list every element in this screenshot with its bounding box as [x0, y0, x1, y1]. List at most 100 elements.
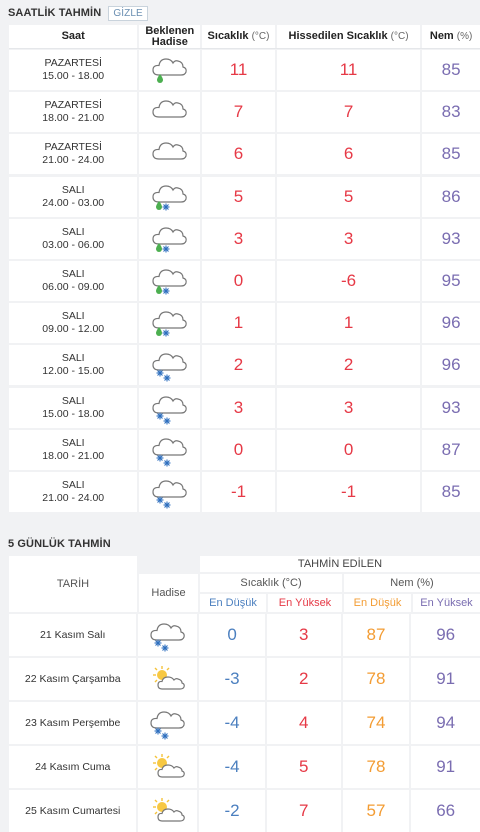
- hourly-title-text: SAATLİK TAHMİN: [8, 7, 102, 19]
- hourly-row: SALI 06.00 - 09.00 0 -6 95: [9, 259, 480, 302]
- header-nem-unit: (%): [456, 31, 473, 42]
- header-sicaklik: Sıcaklık (°C): [200, 574, 342, 592]
- daily-temp-min: 0: [199, 614, 265, 656]
- daily-table: TARİH Hadise TAHMİN EDİLEN Sıcaklık (°C)…: [9, 556, 480, 832]
- daily-date: 22 Kasım Çarşamba: [9, 658, 137, 700]
- partly-sunny-icon: [138, 658, 198, 700]
- cloud-icon: [139, 92, 201, 133]
- daily-date: 23 Kasım Perşembe: [9, 702, 137, 744]
- header-nem: Nem (%): [422, 25, 480, 48]
- header-hadise: Beklenen Hadise: [139, 24, 201, 48]
- daily-temp-max: 2: [266, 658, 341, 700]
- hourly-humidity: 93: [422, 218, 480, 259]
- hourly-feels-like: 0: [276, 429, 421, 470]
- header-sicaklik: Sıcaklık (°C): [202, 25, 275, 48]
- hourly-feels-like: 11: [276, 50, 421, 90]
- hourly-time-range: 18.00 - 21.00: [42, 449, 105, 462]
- hourly-humidity: 85: [422, 134, 480, 175]
- hourly-time-range: 06.00 - 09.00: [42, 280, 105, 293]
- hourly-day: SALI: [61, 267, 85, 280]
- daily-temp-max: 7: [266, 790, 341, 832]
- header-sicaklik-label: Sıcaklık: [207, 30, 249, 42]
- hourly-day: SALI: [61, 310, 85, 323]
- daily-humidity-min: 78: [342, 746, 410, 788]
- sleet-cloud-icon: [139, 176, 201, 217]
- daily-rows: 21 Kasım Salı 0 3 87 96 22 Kasım Çarşamba -3 2 7…: [9, 614, 480, 832]
- hourly-temperature: 11: [202, 50, 275, 90]
- daily-row: 22 Kasım Çarşamba -3 2 78 91: [9, 658, 480, 700]
- hourly-day: SALI: [61, 225, 85, 238]
- daily-temp-min: -4: [199, 746, 265, 788]
- hourly-time-cell: SALI 03.00 - 06.00: [9, 218, 138, 259]
- hourly-temperature: -1: [202, 471, 275, 512]
- daily-humidity-max: 94: [411, 702, 480, 744]
- daily-temp-max: 4: [266, 702, 341, 744]
- hourly-time-cell: PAZARTESİ 18.00 - 21.00: [9, 92, 138, 133]
- snow-cloud-icon: [138, 614, 198, 656]
- daily-humidity-min: 74: [342, 702, 410, 744]
- hourly-row: SALI 21.00 - 24.00 -1 -1 85: [9, 470, 480, 513]
- daily-date: 24 Kasım Cuma: [9, 746, 137, 788]
- header-tahmin-edilen: TAHMİN EDİLEN: [200, 556, 480, 572]
- hourly-humidity: 96: [422, 345, 480, 386]
- hourly-day: SALI: [61, 352, 85, 365]
- hourly-section-title: SAATLİK TAHMİN GİZLE: [8, 6, 148, 21]
- daily-temp-max: 3: [266, 614, 341, 656]
- hourly-time-cell: SALI 09.00 - 12.00: [9, 303, 138, 344]
- daily-humidity-max: 66: [411, 790, 480, 832]
- header-hissedilen-label: Hissedilen Sıcaklık: [288, 30, 388, 42]
- hourly-time-range: 09.00 - 12.00: [42, 323, 105, 336]
- hourly-time-range: 15.00 - 18.00: [42, 407, 105, 420]
- hourly-feels-like: -1: [276, 471, 421, 512]
- hourly-humidity: 96: [422, 303, 480, 344]
- rain-cloud-icon: [139, 50, 201, 90]
- header-sic-en-dusuk: En Düşük: [200, 594, 266, 612]
- hourly-row: SALI 03.00 - 06.00 3 3 93: [9, 217, 480, 260]
- hourly-feels-like: 1: [276, 303, 421, 344]
- hourly-time-cell: SALI 15.00 - 18.00: [9, 387, 138, 428]
- hourly-temperature: 7: [202, 92, 275, 133]
- hourly-humidity: 85: [422, 471, 480, 512]
- snow-cloud-icon: [139, 471, 201, 512]
- daily-humidity-max: 91: [411, 746, 480, 788]
- hourly-humidity: 87: [422, 429, 480, 470]
- hide-button[interactable]: GİZLE: [108, 6, 148, 21]
- hourly-day: SALI: [61, 436, 85, 449]
- hourly-humidity: 86: [422, 176, 480, 217]
- hourly-time-range: 15.00 - 18.00: [42, 70, 105, 82]
- hourly-rows: PAZARTESİ 15.00 - 18.00 11 11 85 PAZARTESİ 18.…: [9, 49, 480, 513]
- hourly-time-cell: PAZARTESİ 15.00 - 18.00: [9, 50, 138, 90]
- hourly-row: SALI 24.00 - 03.00 5 5 86: [9, 175, 480, 218]
- hourly-day: SALI: [61, 478, 85, 491]
- hourly-row: SALI 09.00 - 12.00 1 1 96: [9, 302, 480, 344]
- daily-row: 24 Kasım Cuma -4 5 78 91: [9, 746, 480, 788]
- snow-cloud-icon: [139, 387, 201, 428]
- header-nem-en-yuksek: En Yüksek: [413, 594, 480, 612]
- hourly-table: Saat Beklenen Hadise Sıcaklık (°C) Hisse…: [9, 25, 480, 513]
- hourly-time-cell: SALI 12.00 - 15.00: [9, 345, 138, 386]
- hourly-row: PAZARTESİ 21.00 - 24.00 6 6 85: [9, 133, 480, 175]
- header-nem-en-dusuk: En Düşük: [344, 594, 411, 612]
- hourly-time-cell: SALI 18.00 - 21.00: [9, 429, 138, 470]
- hourly-feels-like: 5: [276, 176, 421, 217]
- hourly-humidity: 95: [422, 260, 480, 301]
- header-sic-en-yuksek: En Yüksek: [268, 594, 342, 612]
- hourly-day: SALI: [61, 183, 85, 196]
- header-hadise-line1: Beklenen: [145, 24, 195, 37]
- hourly-day: SALI: [61, 394, 85, 407]
- hourly-temperature: 0: [202, 260, 275, 301]
- sleet-cloud-icon: [139, 260, 201, 301]
- header-sicaklik-unit: (°C): [251, 31, 270, 42]
- header-hissedilen: Hissedilen Sıcaklık (°C): [276, 25, 421, 48]
- hourly-feels-like: 3: [276, 218, 421, 259]
- daily-humidity-min: 57: [342, 790, 410, 832]
- daily-temp-min: -2: [199, 790, 265, 832]
- snow-cloud-icon: [139, 429, 201, 470]
- cloud-icon: [139, 134, 201, 175]
- hourly-feels-like: 2: [276, 345, 421, 386]
- snow-cloud-icon: [138, 702, 198, 744]
- hourly-temperature: 1: [202, 303, 275, 344]
- daily-row: 25 Kasım Cumartesi -2 7 57 66: [9, 790, 480, 832]
- hourly-temperature: 5: [202, 176, 275, 217]
- hourly-feels-like: -6: [276, 260, 421, 301]
